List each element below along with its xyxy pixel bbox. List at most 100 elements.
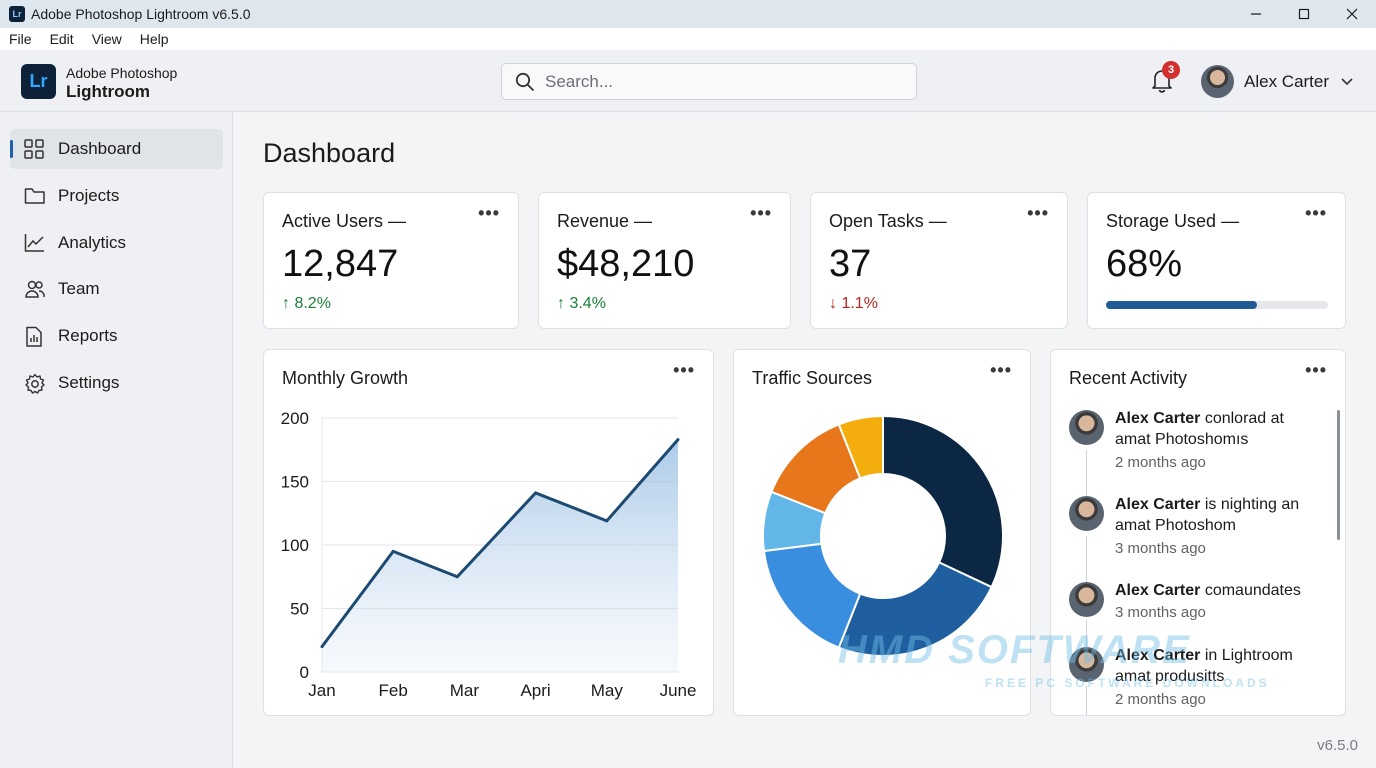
activity-time: 2 months ago xyxy=(1115,454,1206,471)
activity-text: Alex Carter conlorad at amat Photoshomıs xyxy=(1115,408,1320,450)
sidebar-item-label: Settings xyxy=(58,373,120,392)
stat-title: Active Users — xyxy=(282,211,407,231)
data-point xyxy=(455,575,459,579)
sidebar-item-label: Team xyxy=(58,279,100,298)
activity-time: 3 months ago xyxy=(1115,540,1206,557)
activity-time: 3 months ago xyxy=(1115,604,1206,621)
area-fill xyxy=(322,439,678,672)
x-tick-label: June xyxy=(660,681,697,700)
sidebar-item-label: Analytics xyxy=(58,233,127,252)
notifications-button[interactable]: 3 xyxy=(1150,61,1180,95)
stat-title: Storage Used — xyxy=(1106,211,1240,231)
user-menu[interactable]: Alex Carter xyxy=(1201,65,1353,98)
sidebar-item-settings[interactable]: Settings xyxy=(10,363,223,403)
activity-description: comaundates xyxy=(1200,582,1301,599)
maximize-icon xyxy=(1298,8,1310,20)
monthly-growth-chart: 0 50 100 150 200 Jan Feb Mar Apri May June xyxy=(281,409,697,700)
activity-user: Alex Carter xyxy=(1115,496,1201,513)
data-point xyxy=(605,519,609,523)
more-options-button[interactable]: ••• xyxy=(478,203,500,223)
y-tick-label: 50 xyxy=(290,600,309,619)
data-point xyxy=(676,438,680,442)
panel-title: Traffic Sources xyxy=(752,368,873,388)
stat-delta: ↓ 1.1% xyxy=(829,295,878,312)
more-options-button[interactable]: ••• xyxy=(1305,203,1327,223)
monthly-growth-panel: Monthly Growth ••• 0 50 100 150 200 Jan Feb Mar… xyxy=(263,349,714,716)
stat-value: 37 xyxy=(829,243,872,285)
stat-title: Open Tasks — xyxy=(829,211,947,231)
avatar xyxy=(1069,647,1104,682)
timeline-connector xyxy=(1086,686,1087,715)
version-label: v6.5.0 xyxy=(1317,737,1358,754)
close-button[interactable] xyxy=(1328,0,1376,28)
series-line xyxy=(320,438,680,648)
sidebar-item-label: Reports xyxy=(58,326,118,345)
x-tick-label: Jan xyxy=(308,681,335,700)
stat-value: $48,210 xyxy=(557,243,695,285)
chevron-down-icon xyxy=(1341,77,1353,85)
stat-value: 68% xyxy=(1106,243,1183,285)
search-input[interactable] xyxy=(545,71,885,92)
page-title: Dashboard xyxy=(263,138,396,168)
x-tick-label: Apri xyxy=(520,681,550,700)
sidebar-item-label: Dashboard xyxy=(58,139,142,158)
watermark-text: HMD SOFTWARE xyxy=(838,628,1191,672)
brand-bottom-text: Lightroom xyxy=(66,82,151,101)
traffic-sources-chart xyxy=(762,414,1004,657)
minimize-button[interactable] xyxy=(1232,0,1280,28)
menu-edit[interactable]: Edit xyxy=(49,31,74,47)
brand-top-text: Adobe Photoshop xyxy=(66,65,178,81)
activity-user: Alex Carter xyxy=(1115,647,1201,664)
app-icon: Lr xyxy=(9,6,25,22)
menu-help[interactable]: Help xyxy=(139,31,169,47)
donut-slice xyxy=(837,414,884,480)
user-name: Alex Carter xyxy=(1244,71,1330,91)
activity-text: Alex Carter in Lightroom amat produsitts xyxy=(1115,645,1320,687)
avatar xyxy=(1069,410,1104,445)
menu-view[interactable]: View xyxy=(91,31,122,47)
report-icon xyxy=(26,326,42,347)
menu-file[interactable]: File xyxy=(9,31,32,47)
avatar xyxy=(1069,582,1104,617)
activity-time: 2 months ago xyxy=(1115,691,1206,708)
sidebar-item-analytics[interactable]: Analytics xyxy=(10,223,223,263)
more-options-button[interactable]: ••• xyxy=(673,360,695,380)
brand: Adobe Photoshop Lightroom xyxy=(66,65,177,102)
activity-scrollbar[interactable] xyxy=(1337,410,1340,540)
minimize-icon xyxy=(1251,13,1261,15)
sidebar-item-dashboard[interactable]: Dashboard xyxy=(10,129,223,169)
x-tick-label: Feb xyxy=(379,681,408,700)
y-tick-label: 100 xyxy=(281,536,309,555)
watermark-subtext: FREE PC SOFTWARE DOWNLOADS xyxy=(985,676,1270,690)
timeline-connector xyxy=(1086,536,1087,586)
sidebar: Dashboard Projects Analytics Team Report… xyxy=(0,112,233,768)
stat-delta: ↑ 3.4% xyxy=(557,295,606,312)
storage-progress-fill xyxy=(1106,301,1257,309)
more-options-button[interactable]: ••• xyxy=(1305,360,1327,380)
x-tick-label: May xyxy=(591,681,624,700)
search-box[interactable] xyxy=(501,63,917,100)
data-point xyxy=(320,645,324,649)
donut-slice xyxy=(882,414,1004,589)
avatar xyxy=(1201,65,1234,98)
more-options-button[interactable]: ••• xyxy=(750,203,772,223)
sidebar-item-reports[interactable]: Reports xyxy=(10,316,223,356)
traffic-sources-panel: Traffic Sources ••• xyxy=(733,349,1031,716)
app-header: Lr Adobe Photoshop Lightroom 3 Alex Cart… xyxy=(0,50,1376,112)
x-tick-label: Mar xyxy=(450,681,480,700)
stat-title: Revenue — xyxy=(557,211,653,231)
stat-card-revenue: Revenue — ••• $48,210 ↑ 3.4% xyxy=(538,192,791,329)
more-options-button[interactable]: ••• xyxy=(990,360,1012,380)
maximize-button[interactable] xyxy=(1280,0,1328,28)
people-icon xyxy=(25,280,45,298)
grid-icon xyxy=(24,139,44,159)
sidebar-item-team[interactable]: Team xyxy=(10,269,223,309)
stat-card-storage-used: Storage Used — ••• 68% xyxy=(1087,192,1346,329)
donut-slice xyxy=(837,561,993,657)
lightroom-logo: Lr xyxy=(21,64,56,99)
data-point xyxy=(391,549,395,553)
sidebar-item-projects[interactable]: Projects xyxy=(10,176,223,216)
y-tick-label: 150 xyxy=(281,473,309,492)
activity-user: Alex Carter xyxy=(1115,410,1201,427)
more-options-button[interactable]: ••• xyxy=(1027,203,1049,223)
